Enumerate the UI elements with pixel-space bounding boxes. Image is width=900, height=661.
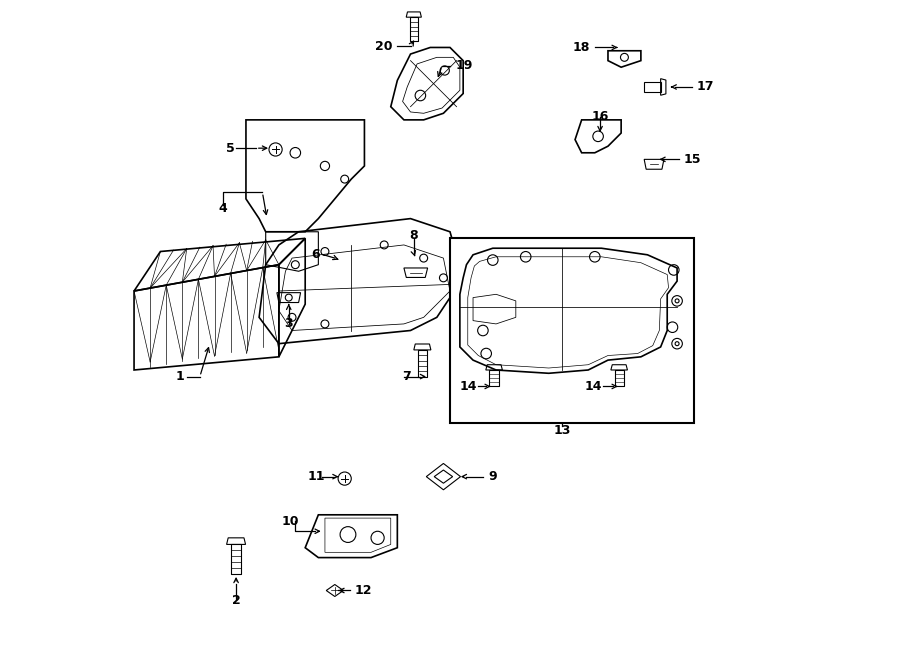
Text: 16: 16 (591, 110, 608, 123)
Text: 11: 11 (308, 470, 325, 483)
Text: 6: 6 (310, 249, 320, 261)
Text: 13: 13 (554, 424, 571, 437)
Text: 17: 17 (697, 81, 715, 93)
Bar (450, 239, 694, 422)
Text: 8: 8 (410, 229, 418, 241)
Text: 7: 7 (401, 370, 410, 383)
Text: 15: 15 (684, 153, 701, 166)
Text: 19: 19 (455, 59, 472, 73)
Text: 14: 14 (585, 380, 602, 393)
Text: 20: 20 (374, 40, 392, 53)
Text: 12: 12 (355, 584, 372, 597)
Text: 14: 14 (460, 380, 477, 393)
Text: 4: 4 (219, 202, 228, 215)
Text: 10: 10 (282, 515, 300, 528)
Text: 5: 5 (227, 141, 235, 155)
Text: 2: 2 (231, 594, 240, 607)
Text: 9: 9 (488, 470, 497, 483)
Text: 18: 18 (572, 41, 590, 54)
Text: 1: 1 (176, 370, 184, 383)
Text: 3: 3 (284, 317, 293, 330)
